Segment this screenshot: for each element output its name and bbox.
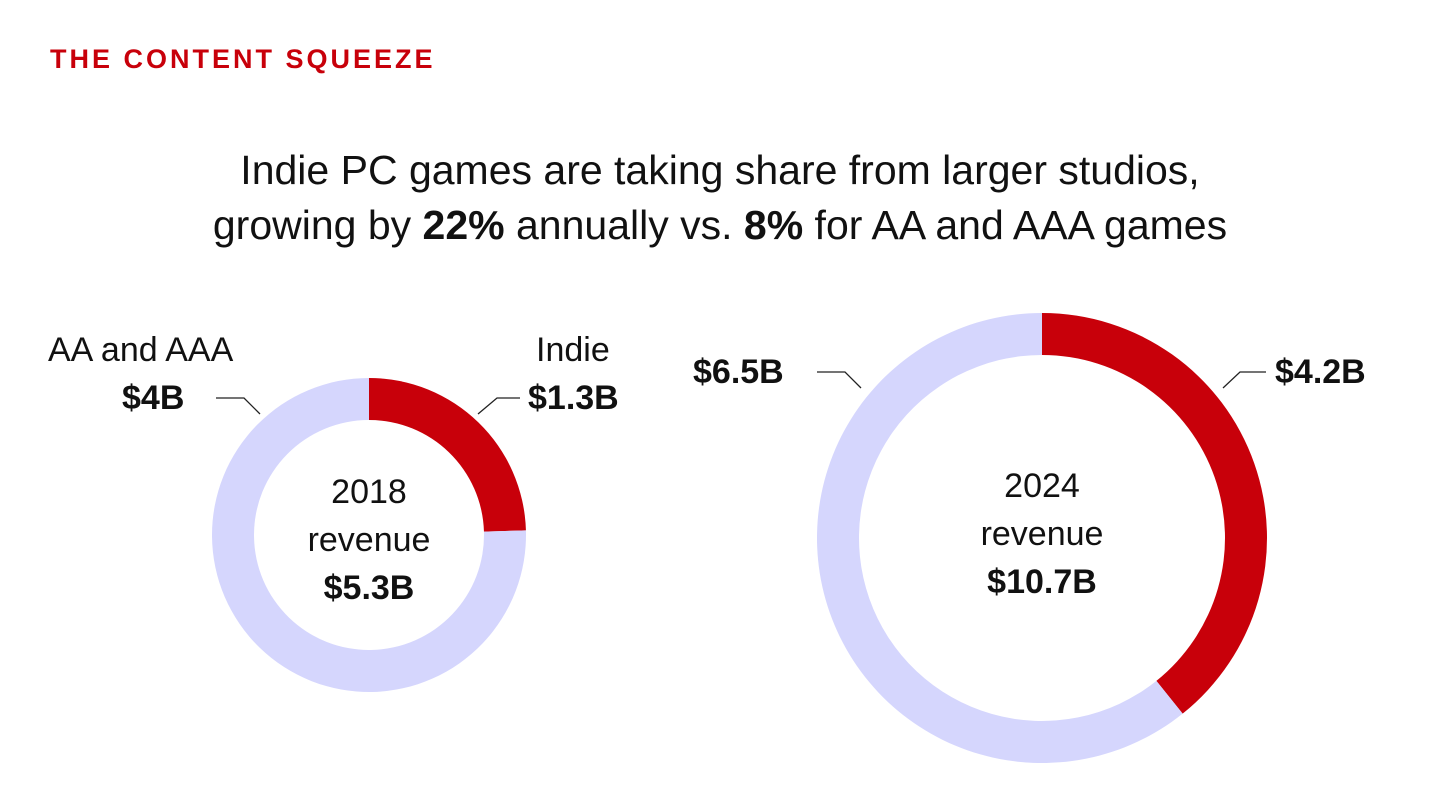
slice-aa-and-aaa-2024 [817, 313, 1183, 764]
slice-indie-2018 [369, 378, 526, 532]
leader-line-indie-2024 [1222, 371, 1266, 389]
center-year: 2024 [1004, 467, 1080, 505]
leader-line-aa-2024 [817, 371, 862, 389]
label-aa-value-2018: $4B [122, 379, 185, 417]
label-aa-value-2024: $6.5B [693, 353, 784, 391]
indie-growth: 22% [422, 202, 505, 248]
headline-text: for AA and AAA games [803, 202, 1228, 248]
kicker: THE CONTENT SQUEEZE [50, 44, 436, 74]
center-total: $5.3B [323, 569, 415, 607]
label-indie-value-2024: $4.2B [1275, 353, 1366, 391]
donut-2024 [817, 313, 1267, 764]
leader-line-aa-2018 [216, 397, 261, 415]
center-2024: 2024 revenue $10.7B [932, 462, 1152, 606]
headline-text: growing by [212, 202, 423, 248]
headline-line1: Indie PC games are taking share from lar… [240, 147, 1200, 193]
center-caption: revenue [980, 515, 1104, 553]
donut-2018 [211, 378, 526, 692]
center-total: $10.7B [987, 563, 1097, 601]
headline: Indie PC games are taking share from lar… [0, 143, 1440, 253]
label-indie-name-2018: Indie [536, 331, 610, 369]
label-aa-name-2018: AA and AAA [48, 331, 234, 369]
center-year: 2018 [331, 473, 407, 511]
center-caption: revenue [307, 521, 431, 559]
aa-growth: 8% [743, 202, 804, 248]
label-indie-value-2018: $1.3B [528, 379, 619, 417]
center-2018: 2018 revenue $5.3B [269, 468, 469, 612]
slice-indie-2024 [1042, 313, 1267, 714]
headline-text: annually vs. [504, 202, 744, 248]
headline-line2: growing by 22% annually vs. 8% for AA an… [0, 198, 1440, 253]
leader-line-indie-2018 [477, 397, 520, 415]
